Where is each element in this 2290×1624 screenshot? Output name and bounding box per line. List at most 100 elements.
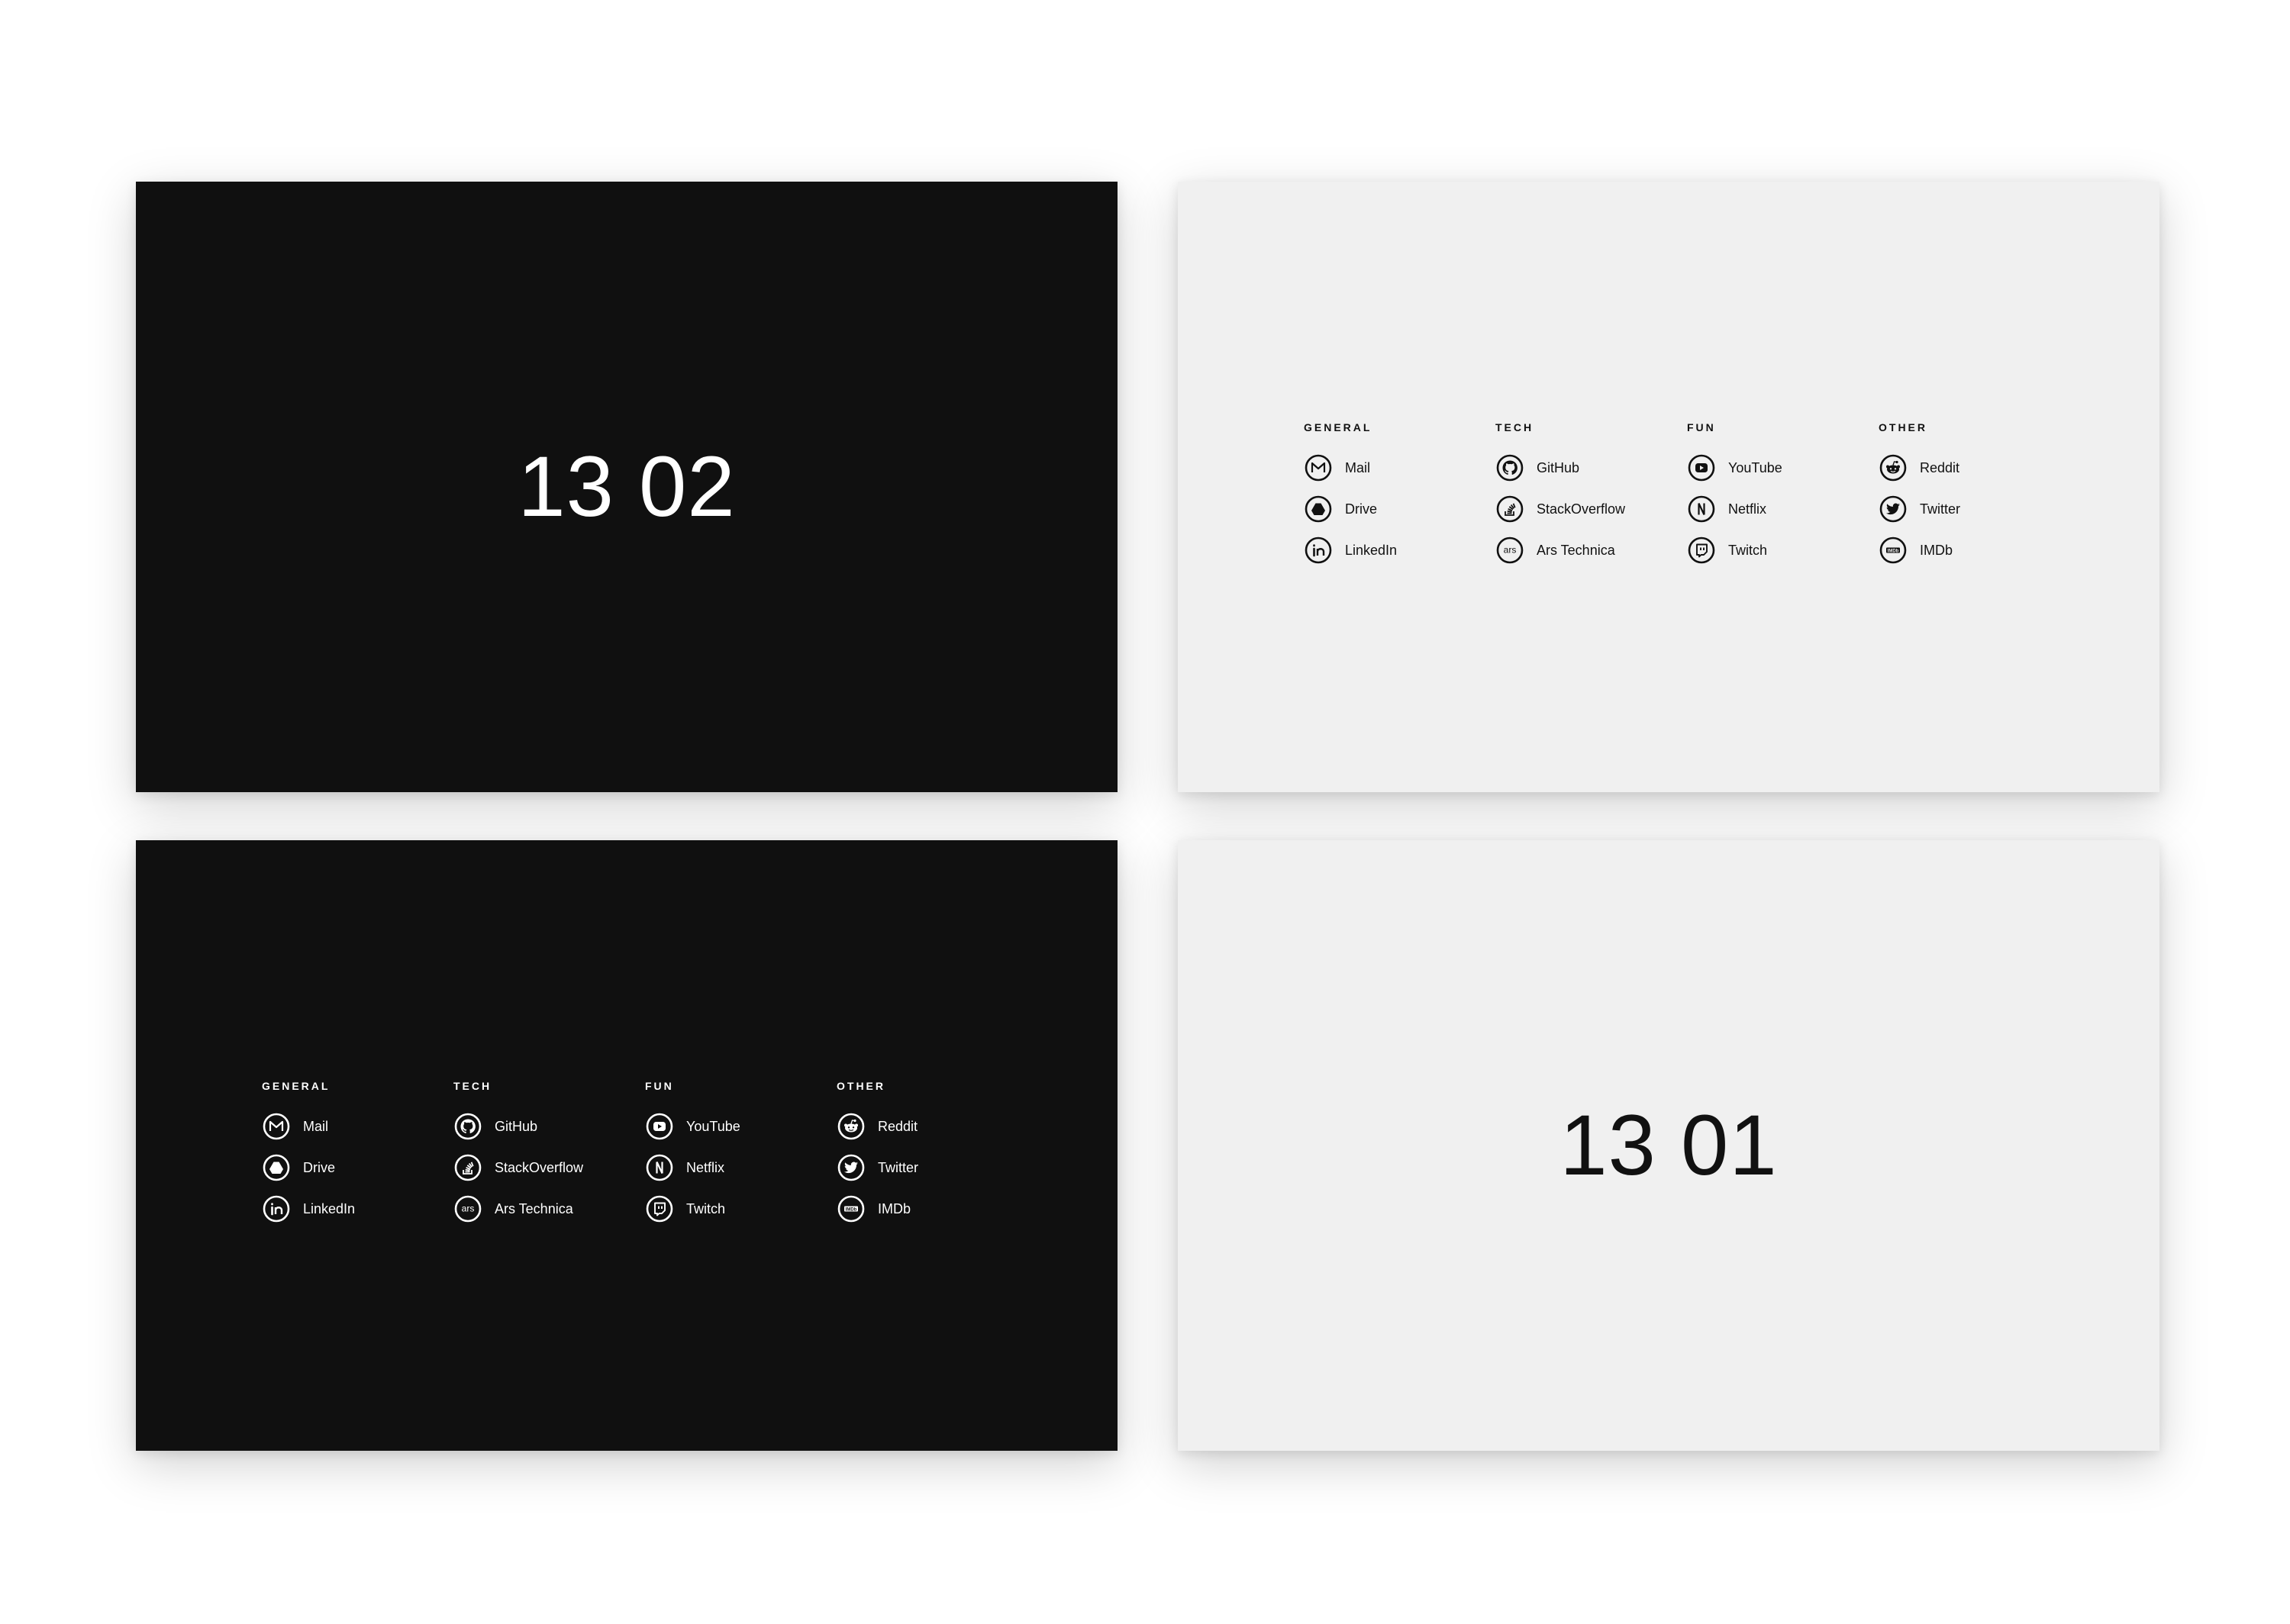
link-label: StackOverflow [1537,501,1626,517]
panel-light-links: GENERAL Mail Drive LinkedIn TECH GitHub StackO… [1178,182,2159,792]
link-netflix[interactable]: Netflix [1687,495,1879,524]
link-column-other: OTHER Reddit Twitter IMDb IMDb [837,1079,1028,1236]
panel-dark-clock: 13 02 [136,182,1118,792]
link-drive[interactable]: Drive [262,1153,453,1182]
github-icon [1495,453,1524,482]
link-twitter[interactable]: Twitter [837,1153,1028,1182]
link-label: Netflix [686,1160,725,1175]
link-label: Reddit [1920,460,1960,475]
link-twitter[interactable]: Twitter [1879,495,2070,524]
drive-icon [262,1153,291,1182]
svg-text:ars: ars [462,1204,475,1214]
column-title: TECH [1495,421,1534,433]
stackoverflow-icon [1495,495,1524,524]
stackoverflow-icon [453,1153,482,1182]
column-title: TECH [453,1080,492,1092]
mail-icon [262,1112,291,1141]
imdb-icon: IMDb [837,1194,866,1223]
link-reddit[interactable]: Reddit [837,1112,1028,1141]
link-linkedin[interactable]: LinkedIn [262,1194,453,1223]
link-label: Mail [1345,460,1371,475]
link-label: Mail [303,1119,329,1134]
svg-text:IMDb: IMDb [846,1207,857,1212]
link-linkedin[interactable]: LinkedIn [1304,536,1495,565]
twitch-icon [645,1194,674,1223]
link-column-other: OTHER Reddit Twitter IMDb IMDb [1879,420,2070,577]
link-label: Ars Technica [1537,543,1615,558]
netflix-icon [1687,495,1716,524]
twitch-icon [1687,536,1716,565]
link-imdb[interactable]: IMDb IMDb [837,1194,1028,1223]
link-label: IMDb [878,1201,911,1216]
link-imdb[interactable]: IMDb IMDb [1879,536,2070,565]
youtube-icon [1687,453,1716,482]
link-label: Reddit [878,1119,918,1134]
link-label: LinkedIn [1345,543,1398,558]
link-label: YouTube [686,1119,740,1134]
link-mail[interactable]: Mail [1304,453,1495,482]
panel-light-clock: 13 01 [1178,840,2159,1451]
link-label: YouTube [1728,460,1782,475]
twitter-icon [837,1153,866,1182]
link-label: Drive [303,1160,336,1175]
linkedin-icon [1304,536,1333,565]
link-netflix[interactable]: Netflix [645,1153,837,1182]
links-grid: GENERAL Mail Drive LinkedIn TECH GitHub StackO… [262,1079,1028,1236]
link-drive[interactable]: Drive [1304,495,1495,524]
link-label: Twitter [878,1160,919,1175]
reddit-icon [837,1112,866,1141]
ars-technica-icon: ars [1495,536,1524,565]
link-label: Netflix [1728,501,1767,517]
link-youtube[interactable]: YouTube [1687,453,1879,482]
link-label: Drive [1345,501,1378,517]
link-label: Twitch [1728,543,1768,558]
link-mail[interactable]: Mail [262,1112,453,1141]
link-ars-technica[interactable]: ars Ars Technica [1495,536,1687,565]
reddit-icon [1879,453,1908,482]
link-column-general: GENERAL Mail Drive LinkedIn [262,1079,453,1236]
link-label: Twitch [686,1201,726,1216]
link-stackoverflow[interactable]: StackOverflow [453,1153,645,1182]
link-twitch[interactable]: Twitch [645,1194,837,1223]
link-label: Twitter [1920,501,1961,517]
link-stackoverflow[interactable]: StackOverflow [1495,495,1687,524]
linkedin-icon [262,1194,291,1223]
column-title: GENERAL [1304,421,1372,433]
link-label: Ars Technica [495,1201,573,1216]
link-label: LinkedIn [303,1201,356,1216]
link-column-fun: FUN YouTube Netflix Twitch [1687,420,1879,577]
ars-technica-icon: ars [453,1194,482,1223]
column-title: FUN [645,1080,674,1092]
column-title: GENERAL [262,1080,331,1092]
netflix-icon [645,1153,674,1182]
link-column-general: GENERAL Mail Drive LinkedIn [1304,420,1495,577]
link-label: StackOverflow [495,1160,584,1175]
column-title: FUN [1687,421,1716,433]
twitter-icon [1879,495,1908,524]
svg-text:IMDb: IMDb [1888,549,1899,553]
link-column-fun: FUN YouTube Netflix Twitch [645,1079,837,1236]
link-github[interactable]: GitHub [453,1112,645,1141]
link-label: GitHub [1537,460,1580,475]
link-column-tech: TECH GitHub StackOverflow ars Ars Technica [1495,420,1687,577]
column-title: OTHER [1879,421,1927,433]
youtube-icon [645,1112,674,1141]
mail-icon [1304,453,1333,482]
svg-text:ars: ars [1504,545,1517,556]
link-ars-technica[interactable]: ars Ars Technica [453,1194,645,1223]
clock-display: 13 02 [518,439,736,534]
link-youtube[interactable]: YouTube [645,1112,837,1141]
link-label: GitHub [495,1119,538,1134]
clock-display: 13 01 [1559,1097,1778,1193]
imdb-icon: IMDb [1879,536,1908,565]
link-column-tech: TECH GitHub StackOverflow ars Ars Technica [453,1079,645,1236]
links-grid: GENERAL Mail Drive LinkedIn TECH GitHub StackO… [1304,420,2070,577]
link-twitch[interactable]: Twitch [1687,536,1879,565]
link-reddit[interactable]: Reddit [1879,453,2070,482]
drive-icon [1304,495,1333,524]
link-label: IMDb [1920,543,1953,558]
column-title: OTHER [837,1080,885,1092]
panel-dark-links: GENERAL Mail Drive LinkedIn TECH GitHub StackO… [136,840,1118,1451]
link-github[interactable]: GitHub [1495,453,1687,482]
